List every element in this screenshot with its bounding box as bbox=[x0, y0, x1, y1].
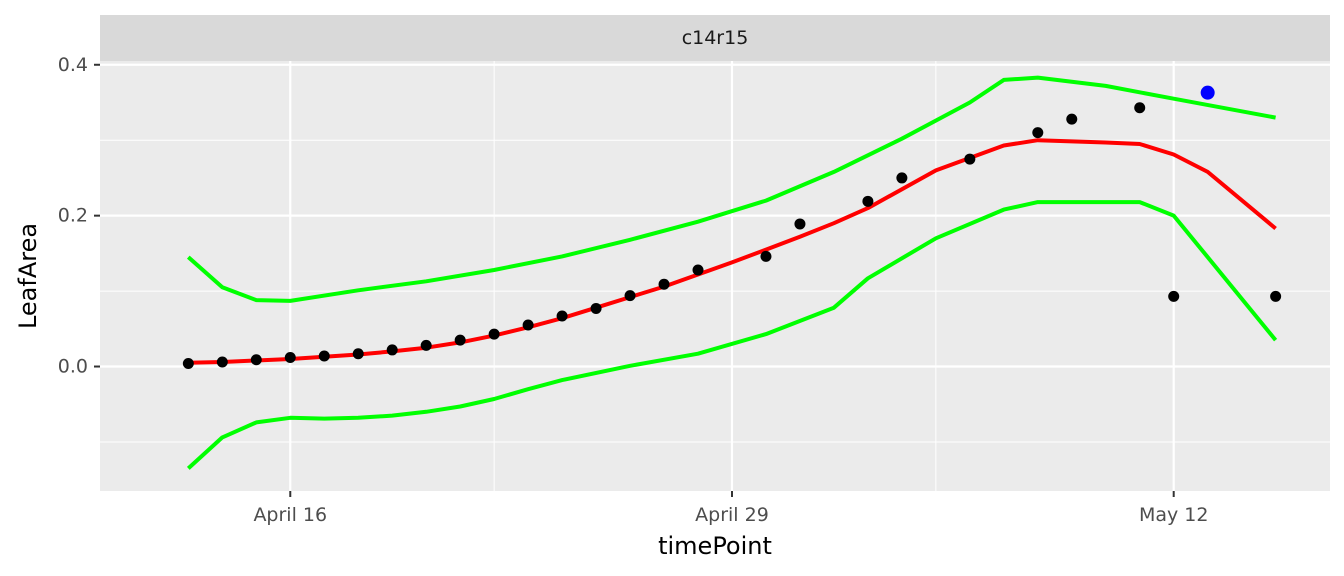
x-axis: April 16 April 29 May 12 bbox=[253, 491, 1208, 526]
observed-point bbox=[1032, 127, 1044, 139]
observed-point bbox=[964, 153, 976, 165]
observed-point bbox=[250, 354, 262, 366]
y-tick-label: 0.0 bbox=[58, 356, 88, 378]
observed-point bbox=[1134, 102, 1146, 114]
y-tick-label: 0.4 bbox=[58, 54, 88, 76]
observed-point bbox=[352, 348, 364, 360]
observed-point bbox=[624, 290, 636, 302]
observed-point bbox=[420, 339, 432, 351]
observed-point bbox=[692, 264, 704, 276]
observed-point bbox=[284, 351, 296, 363]
observed-point bbox=[896, 172, 908, 184]
observed-point bbox=[590, 302, 602, 314]
observed-point bbox=[216, 356, 228, 368]
x-tick-label: May 12 bbox=[1139, 504, 1209, 526]
observed-point bbox=[1168, 290, 1180, 302]
x-axis-title: timePoint bbox=[658, 532, 772, 560]
observed-point bbox=[488, 328, 500, 340]
y-axis: 0.0 0.2 0.4 bbox=[58, 54, 100, 378]
upper-bound-line bbox=[186, 75, 1276, 303]
x-tick-label: April 16 bbox=[253, 504, 327, 526]
observed-point bbox=[1066, 113, 1078, 125]
observed-point bbox=[556, 310, 568, 322]
observed-point bbox=[862, 195, 874, 207]
minor-gridlines bbox=[100, 61, 1330, 491]
observed-points bbox=[182, 85, 1282, 370]
observed-point bbox=[318, 350, 330, 362]
observed-point bbox=[794, 218, 806, 230]
observed-point bbox=[658, 278, 670, 290]
plot-panel bbox=[100, 61, 1330, 491]
observed-point bbox=[454, 334, 466, 346]
observed-point bbox=[182, 358, 194, 370]
highlight-point bbox=[1200, 85, 1215, 100]
facet-strip-label: c14r15 bbox=[682, 27, 749, 49]
facet-strip bbox=[100, 15, 1330, 61]
observed-point bbox=[760, 250, 772, 262]
observed-point bbox=[386, 344, 398, 356]
y-axis-title: LeafArea bbox=[14, 223, 42, 329]
y-tick-label: 0.2 bbox=[58, 205, 88, 227]
observed-point bbox=[522, 319, 534, 331]
observed-point bbox=[1270, 290, 1282, 302]
x-tick-label: April 29 bbox=[695, 504, 769, 526]
lower-bound-line bbox=[186, 200, 1278, 470]
